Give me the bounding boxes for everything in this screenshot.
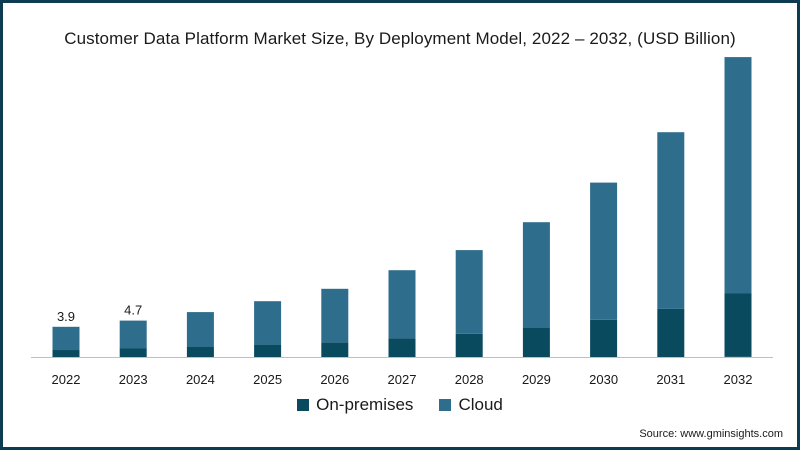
bar-onprem-2029 <box>522 327 550 357</box>
bar-onprem-2026 <box>321 342 349 357</box>
bar-cloud-2023 <box>119 320 147 349</box>
legend-item-cloud: Cloud <box>439 395 503 415</box>
data-label-2023: 4.7 <box>124 303 142 318</box>
x-tick-label-2032: 2032 <box>724 372 753 387</box>
chart-legend: On-premises Cloud <box>3 395 797 415</box>
x-tick-label-2022: 2022 <box>52 372 81 387</box>
bar-cloud-2030 <box>590 182 618 320</box>
legend-swatch-onprem <box>297 399 310 411</box>
bar-cloud-2032 <box>724 57 752 294</box>
x-tick-label-2026: 2026 <box>320 372 349 387</box>
bar-onprem-2024 <box>186 346 214 357</box>
source-credit: Source: www.gminsights.com <box>639 428 783 440</box>
bar-cloud-2025 <box>254 301 282 345</box>
bar-cloud-2022 <box>52 326 80 351</box>
bar-cloud-2026 <box>321 288 349 343</box>
x-tick-label-2029: 2029 <box>522 372 551 387</box>
legend-label-cloud: Cloud <box>458 395 503 414</box>
chart-title: Customer Data Platform Market Size, By D… <box>64 29 736 48</box>
bar-onprem-2027 <box>388 338 416 357</box>
x-tick-label-2024: 2024 <box>186 372 215 387</box>
bar-cloud-2027 <box>388 270 416 339</box>
bar-onprem-2031 <box>657 308 685 357</box>
bar-cloud-2024 <box>186 312 214 347</box>
bar-onprem-2025 <box>254 344 282 357</box>
bar-cloud-2028 <box>455 250 483 334</box>
legend-label-onprem: On-premises <box>316 395 414 414</box>
x-tick-label-2025: 2025 <box>253 372 282 387</box>
x-tick-label-2028: 2028 <box>455 372 484 387</box>
bar-onprem-2022 <box>52 350 80 357</box>
bar-onprem-2032 <box>724 293 752 357</box>
bar-onprem-2030 <box>590 319 618 357</box>
legend-swatch-cloud <box>439 399 452 411</box>
bar-onprem-2023 <box>119 348 147 357</box>
bar-cloud-2031 <box>657 132 685 309</box>
x-tick-label-2030: 2030 <box>589 372 618 387</box>
data-label-2022: 3.9 <box>57 309 75 324</box>
x-tick-label-2023: 2023 <box>119 372 148 387</box>
bar-onprem-2028 <box>455 333 483 358</box>
bar-cloud-2029 <box>522 222 550 328</box>
legend-item-onprem: On-premises <box>297 395 413 415</box>
x-tick-label-2027: 2027 <box>388 372 417 387</box>
chart-plot-area: 3.9 2022 4.7 2023 2024 2025 2026 2027 2028 2029 20… <box>31 57 773 387</box>
x-tick-label-2031: 2031 <box>656 372 685 387</box>
